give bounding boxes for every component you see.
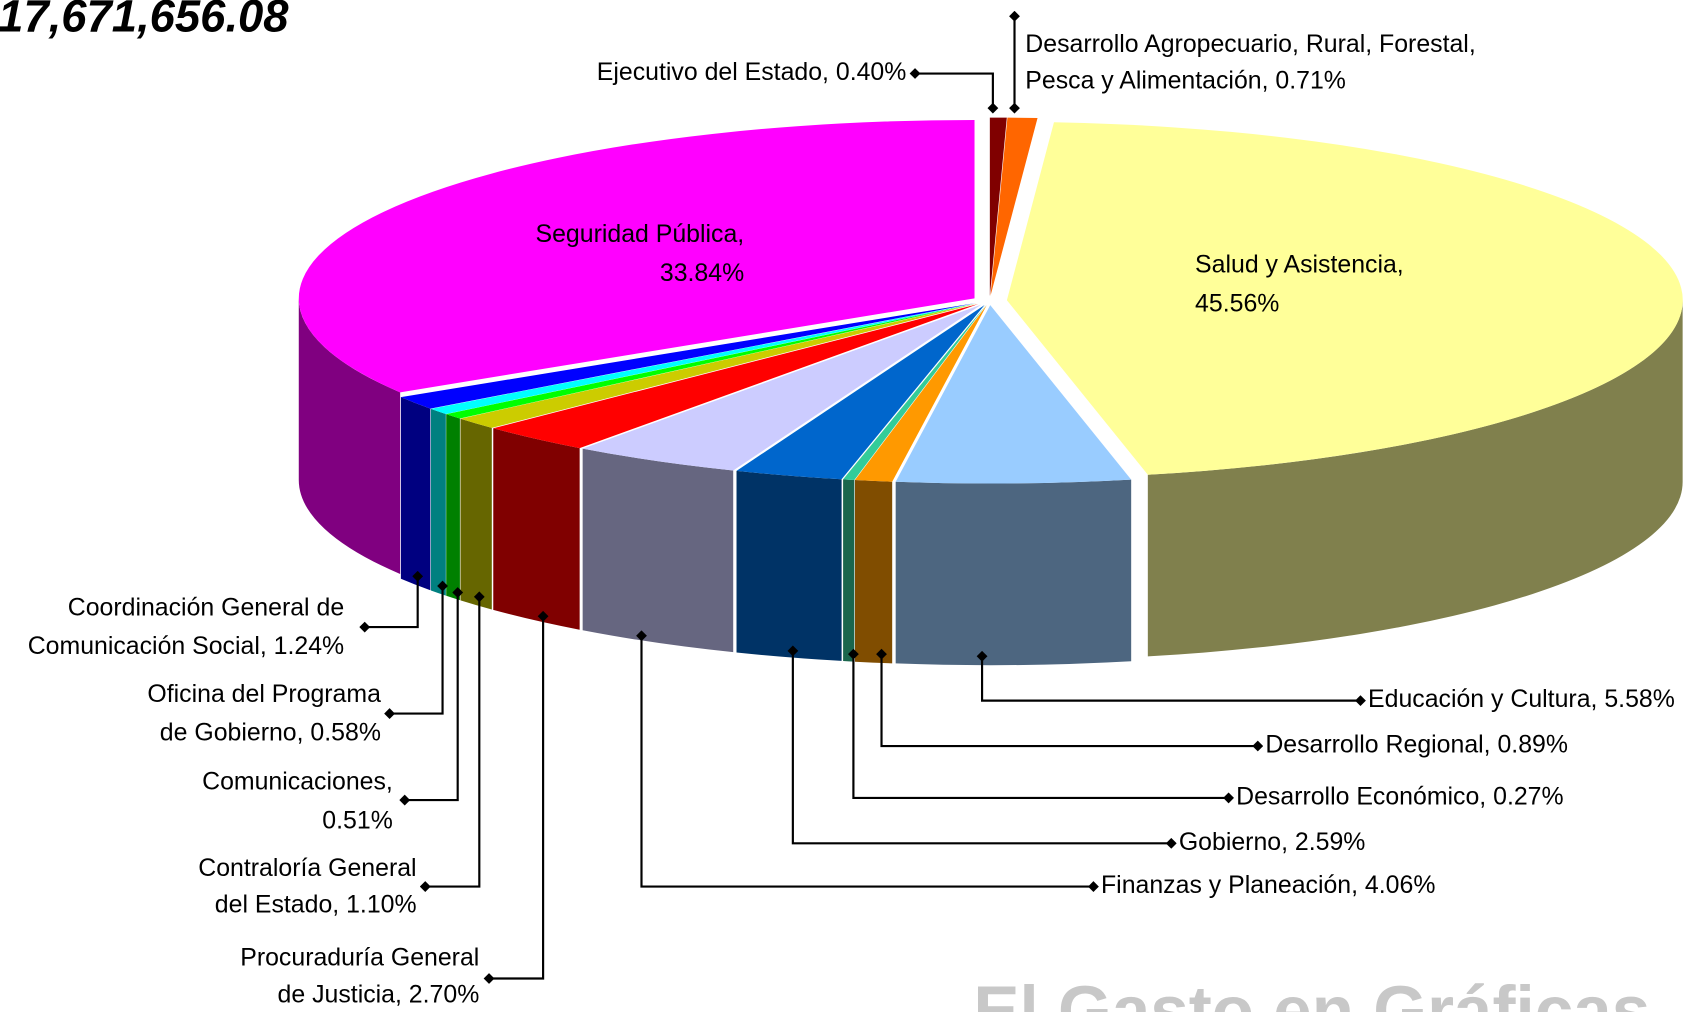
slice-side [446, 414, 460, 601]
slice [400, 303, 976, 409]
slice-label: Finanzas y Planeación, 4.06% [1101, 871, 1435, 899]
slice-side [895, 479, 1132, 666]
slice [895, 305, 1132, 484]
slice-label: Desarrollo Económico, 0.27% [1236, 782, 1563, 810]
slice-label: Coordinación General de [68, 593, 344, 621]
leader-line [909, 68, 999, 114]
slice-side [460, 418, 492, 610]
slice [460, 303, 977, 428]
watermark: El Gasto en Gráficas [973, 972, 1650, 1012]
slice-label: Pesca y Alimentación, 0.71% [1025, 67, 1346, 95]
leader-line [419, 591, 485, 892]
slice [843, 305, 987, 481]
slice-label: del Estado, 1.10% [215, 891, 417, 919]
slice [736, 304, 985, 480]
slice-label: 33.84% [660, 259, 744, 287]
slice-label: 0.51% [322, 806, 393, 834]
slice [854, 305, 987, 482]
slice-label: Contraloría General [198, 854, 416, 882]
slice-label: de Justicia, 2.70% [278, 980, 480, 1008]
leader-line [483, 610, 549, 984]
slice [1006, 122, 1683, 475]
leader-line [384, 580, 448, 719]
slice-label: Ejecutivo del Estado, 0.40% [597, 58, 907, 86]
slice-label: Desarrollo Regional, 0.89% [1265, 731, 1568, 759]
slice-side [493, 428, 580, 630]
slice-label: Seguridad Pública, [536, 220, 745, 248]
slice [493, 304, 979, 449]
slice-side [430, 408, 446, 596]
slice-label: 45.56% [1195, 289, 1279, 317]
slice-label: Comunicaciones, [202, 767, 393, 795]
slice-side [843, 479, 855, 662]
slice-label: Comunicación Social, 1.24% [28, 632, 344, 660]
slice-label: Desarrollo Agropecuario, Rural, Forestal… [1025, 30, 1475, 58]
leader-line [636, 630, 1099, 892]
slice-side [298, 298, 401, 574]
slice [298, 119, 975, 393]
slice [430, 303, 976, 415]
slice-label: de Gobierno, 0.58% [160, 719, 381, 747]
slice-label: Educación y Cultura, 5.58% [1368, 685, 1675, 713]
leader-line [848, 648, 1234, 804]
slice-label: Salud y Asistencia, [1195, 251, 1404, 279]
slice-side [854, 480, 893, 664]
slice [582, 304, 982, 471]
chart-title: 17,671,656.08 [0, 0, 289, 41]
slice-label: Gobierno, 2.59% [1179, 828, 1366, 856]
slice-label: Procuraduría General [240, 944, 479, 972]
leader-line [359, 570, 424, 633]
slice-side [400, 397, 431, 591]
slice-label: Oficina del Programa [147, 680, 381, 708]
slice [989, 117, 1007, 297]
leader-line [399, 587, 464, 806]
slice [446, 303, 977, 419]
slice-side [1147, 300, 1683, 657]
slice-side [582, 448, 734, 653]
slice-side [736, 470, 842, 661]
slice [990, 117, 1038, 297]
